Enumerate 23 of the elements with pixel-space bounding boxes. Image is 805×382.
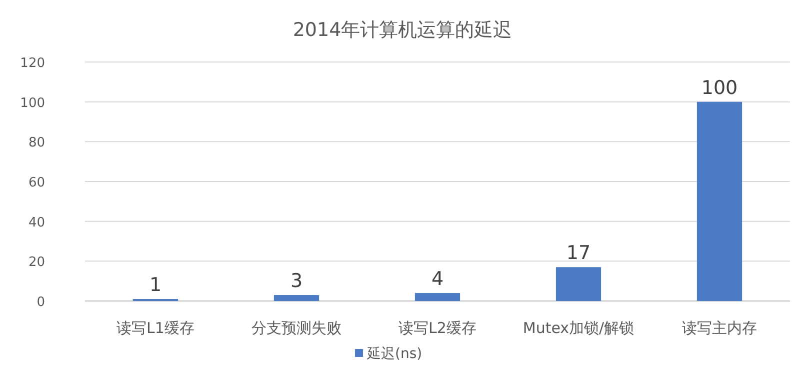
bar — [274, 295, 320, 301]
y-tick-label: 60 — [28, 176, 45, 190]
x-tick-label: 分支预测失败 — [252, 319, 342, 337]
legend-label: 延迟(ns) — [366, 346, 422, 362]
y-tick-label: 40 — [28, 215, 45, 230]
data-label: 17 — [566, 242, 591, 264]
y-tick-label: 80 — [28, 136, 45, 151]
chart-title: 2014年计算机运算的延迟 — [292, 19, 512, 41]
data-label: 100 — [701, 76, 738, 99]
y-tick-label: 100 — [20, 96, 45, 111]
data-label: 3 — [290, 270, 303, 292]
x-tick-label: 读写L2缓存 — [398, 319, 476, 337]
y-tick-label: 20 — [28, 255, 45, 270]
data-label: 1 — [149, 274, 162, 296]
x-tick-label: Mutex加锁/解锁 — [522, 319, 634, 337]
y-tick-label: 0 — [36, 295, 45, 310]
data-label: 4 — [431, 268, 444, 290]
x-tick-label: 读写L1缓存 — [116, 319, 194, 337]
bar — [696, 102, 742, 301]
x-tick-label: 读写主内存 — [682, 319, 757, 337]
bar — [414, 293, 460, 301]
y-tick-label: 120 — [20, 56, 45, 71]
bar — [556, 267, 602, 301]
